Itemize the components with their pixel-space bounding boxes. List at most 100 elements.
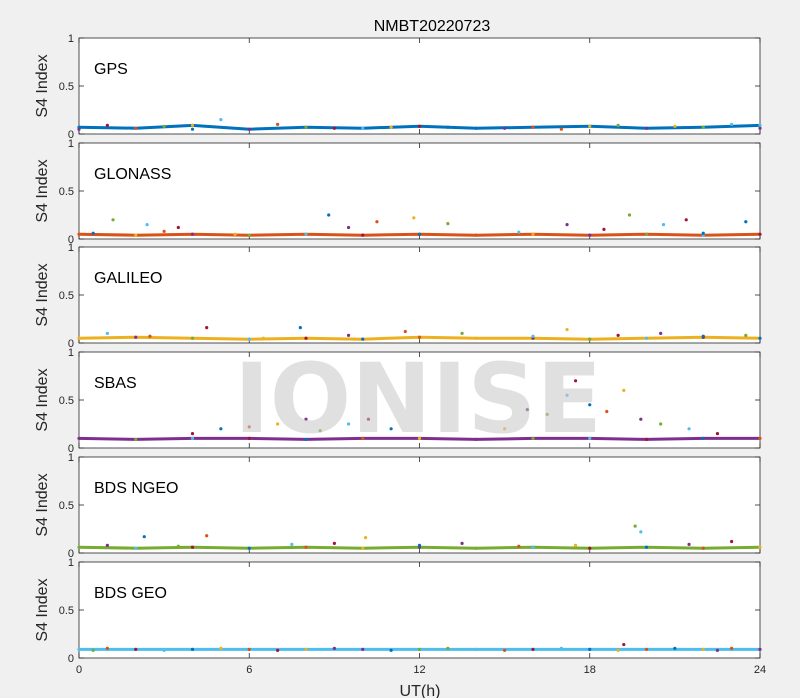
data-point [622,388,626,392]
figure-title: NMBT20220723 [374,18,491,35]
data-point [446,125,450,129]
panel-sbas: 0 0.5 1 S4 Index SBAS [34,347,762,455]
data-point [573,379,578,383]
data-point [758,232,762,236]
data-point [190,436,195,440]
data-point [474,126,478,130]
data-point [176,544,180,548]
y-axis-label: S4 Index [34,473,51,536]
data-point [190,432,195,436]
data-point [460,331,464,335]
data-point [233,232,237,236]
data-point [588,233,592,237]
data-point [361,647,365,651]
data-point [247,337,251,341]
data-point [417,124,422,128]
data-point [639,530,643,534]
data-point [134,233,138,237]
data-point [105,646,109,651]
data-point [318,429,322,433]
data-point [684,218,688,222]
data-point [616,648,620,652]
data-point [346,225,351,230]
data-point [77,232,81,236]
data-point [276,648,280,652]
data-point [162,124,166,128]
data-point [176,225,180,230]
data-point [525,408,529,412]
data-point [247,233,251,237]
panel-bds-geo: 0 0.5 1 0 6 12 18 24 S4 Index BDS GEO [34,557,766,676]
data-point [517,230,521,234]
data-point [503,126,507,130]
y-tick-label: 0 [68,653,74,665]
x-tick-label: 24 [754,664,766,676]
data-point [474,233,478,237]
data-point [758,126,762,130]
y-tick-label: 0.5 [59,395,74,407]
y-tick-label: 0.5 [59,290,74,302]
data-point [701,125,705,129]
data-point [134,126,138,130]
data-point [531,647,535,651]
data-point [474,437,478,441]
data-point [304,232,308,236]
data-point [304,336,308,340]
data-point [134,437,138,441]
y-axis-label: S4 Index [34,578,51,641]
data-point [361,126,365,130]
data-point [219,646,223,651]
data-point [559,127,563,131]
x-axis-label: UT(h) [400,683,441,698]
y-axis-label: S4 Index [34,54,51,117]
y-tick-label: 1 [68,242,74,254]
data-point [661,223,666,227]
data-point [162,648,166,652]
data-point [715,432,720,436]
data-point [304,647,308,651]
axes-box [78,351,761,449]
data-point [332,541,336,546]
data-point [91,648,95,652]
data-point [219,118,223,122]
data-point [701,647,705,651]
panel-glonass: 0 0.5 1 S4 Index GLONASS [34,138,762,246]
data-point [261,336,266,340]
data-point [417,543,422,547]
data-point [190,127,195,131]
data-point [148,334,152,338]
panel-name: BDS NGEO [94,480,178,497]
data-point [673,646,677,651]
data-point [531,545,535,549]
data-point [565,393,569,397]
y-tick-label: 0 [68,548,74,560]
data-point [531,334,535,338]
data-point [531,436,535,440]
axes-box [78,142,761,240]
data-point [77,647,81,651]
data-point [531,232,535,236]
data-point [446,646,450,651]
data-point [588,546,592,550]
data-point [559,646,563,651]
data-point [616,333,620,337]
axes-box [78,246,761,344]
data-point [205,326,209,330]
data-point [730,646,734,651]
data-point [602,227,606,231]
data-point [616,123,620,127]
data-point [304,417,308,421]
axes-box [78,456,761,554]
data-point [417,335,422,339]
data-point [332,646,336,651]
data-point [276,122,280,126]
data-point [190,647,195,651]
data-point [247,436,251,440]
data-point [588,403,592,407]
data-point [190,232,195,236]
data-point [363,536,368,540]
data-point [77,127,81,131]
data-point [389,125,393,129]
data-point [219,427,223,431]
data-point [327,213,331,217]
